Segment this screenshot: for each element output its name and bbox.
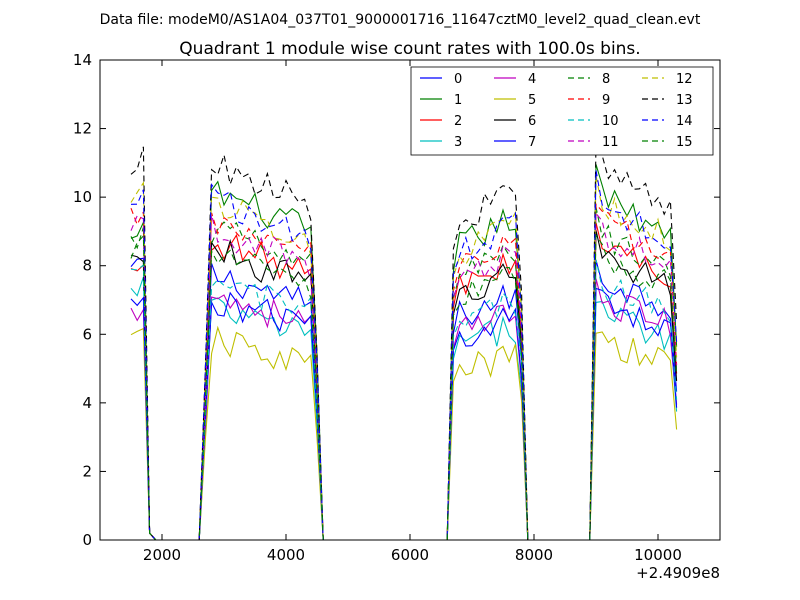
legend-label: 9 xyxy=(602,93,610,108)
legend-label: 14 xyxy=(676,114,693,129)
legend-label: 0 xyxy=(454,72,462,87)
legend-label: 11 xyxy=(602,135,619,150)
legend-label: 13 xyxy=(676,93,693,108)
y-tick-label: 0 xyxy=(82,531,92,549)
series-line-4 xyxy=(130,278,678,540)
series-line-3 xyxy=(130,276,678,540)
series-line-13 xyxy=(130,143,678,540)
plot-lines xyxy=(130,143,678,540)
y-tick-label: 12 xyxy=(73,120,92,138)
series-line-5 xyxy=(130,325,678,540)
legend-label: 6 xyxy=(528,114,536,129)
y-tick-label: 2 xyxy=(82,462,92,480)
legend-label: 7 xyxy=(528,135,536,150)
y-tick-label: 14 xyxy=(73,51,92,69)
series-line-9 xyxy=(130,202,678,540)
legend-frame xyxy=(410,66,714,156)
legend-label: 2 xyxy=(454,114,462,129)
series-line-0 xyxy=(130,257,678,540)
legend-label: 12 xyxy=(676,72,693,87)
x-tick-label: 4000 xyxy=(267,546,305,564)
x-axis: 2000 4000 6000 8000 10000 xyxy=(143,60,682,564)
series-line-1 xyxy=(130,164,678,540)
y-tick-label: 10 xyxy=(73,188,92,206)
x-axis-offset-label: +2.4909e8 xyxy=(636,564,720,582)
x-tick-label: 2000 xyxy=(143,546,181,564)
legend-label: 10 xyxy=(602,114,619,129)
legend-label: 5 xyxy=(528,93,536,108)
y-tick-label: 6 xyxy=(82,325,92,343)
legend-label: 4 xyxy=(528,72,536,87)
chart-title: Quadrant 1 module wise count rates with … xyxy=(179,39,640,59)
legend-label: 15 xyxy=(676,135,693,150)
x-tick-label: 8000 xyxy=(515,546,553,564)
x-tick-label: 10000 xyxy=(634,546,682,564)
legend-label: 8 xyxy=(602,72,610,87)
series-line-8 xyxy=(130,206,678,540)
series-line-2 xyxy=(130,222,678,540)
x-tick-label: 6000 xyxy=(391,546,429,564)
series-line-7 xyxy=(130,287,678,540)
legend-label: 1 xyxy=(454,93,462,108)
y-tick-label: 8 xyxy=(82,257,92,275)
y-tick-label: 4 xyxy=(82,394,92,412)
data-file-suptitle: Data file: modeM0/AS1A04_037T01_90000017… xyxy=(100,12,701,28)
legend-label: 3 xyxy=(454,135,462,150)
series-line-10 xyxy=(130,259,678,540)
series-line-15 xyxy=(130,233,678,540)
